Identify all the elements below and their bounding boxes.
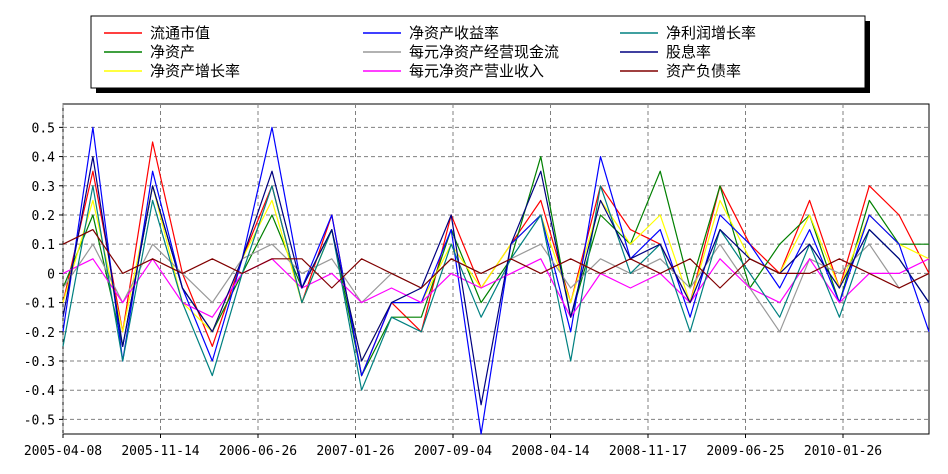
series-line [62,258,930,318]
x-tick-label: 2010-01-26 [804,444,882,459]
legend-label: 每元净资产经营现金流 [409,43,559,61]
y-tick-label: -0.1 [24,297,55,312]
y-tick-label: 0.4 [32,151,56,166]
series-line [62,126,930,435]
y-tick-label: -0.5 [24,413,55,428]
y-tick-label: -0.2 [24,326,55,341]
y-tick-label: -0.4 [24,384,55,399]
legend-label: 净资产增长率 [150,62,240,80]
y-axis: 0.5 0.4 0.3 0.2 0.1 0 -0.1 -0.2 -0.3 -0.4 -0.5 [24,121,63,428]
x-tick-label: 2007-01-26 [316,444,394,459]
plot-area: 0.5 0.4 0.3 0.2 0.1 0 -0.1 -0.2 -0.3 -0.4 -0.5 200… [24,103,930,459]
y-tick-label: 0.3 [32,180,55,195]
x-tick-label: 2008-11-17 [609,444,687,459]
x-tick-label: 2005-11-14 [121,444,199,459]
legend-label: 资产负债率 [666,62,741,80]
x-tick-label: 2006-06-26 [219,444,297,459]
legend-label: 净资产收益率 [409,24,499,42]
x-tick-label: 2008-04-14 [511,444,589,459]
series-line [62,185,930,391]
series-line [62,156,930,406]
x-tick-label: 2007-09-04 [414,444,492,459]
legend-label: 净利润增长率 [666,24,756,42]
x-tick-label: 2005-04-08 [24,444,102,459]
legend-label: 股息率 [666,43,711,61]
legend-box [90,15,866,89]
series-line [62,229,930,289]
series-layer [62,126,930,435]
y-tick-label: 0 [47,267,55,282]
x-tick-label: 2009-06-25 [706,444,784,459]
y-tick-label: 0.5 [32,121,55,136]
x-axis: 2005-04-08 2005-11-14 2006-06-26 2007-01-26… [24,434,882,459]
y-tick-label: 0.1 [32,238,55,253]
legend-label: 每元净资产营业收入 [409,62,544,80]
y-tick-label: -0.3 [24,355,55,370]
y-tick-label: 0.2 [32,209,55,224]
legend-label: 流通市值 [150,24,210,42]
legend-label: 净资产 [150,43,195,61]
